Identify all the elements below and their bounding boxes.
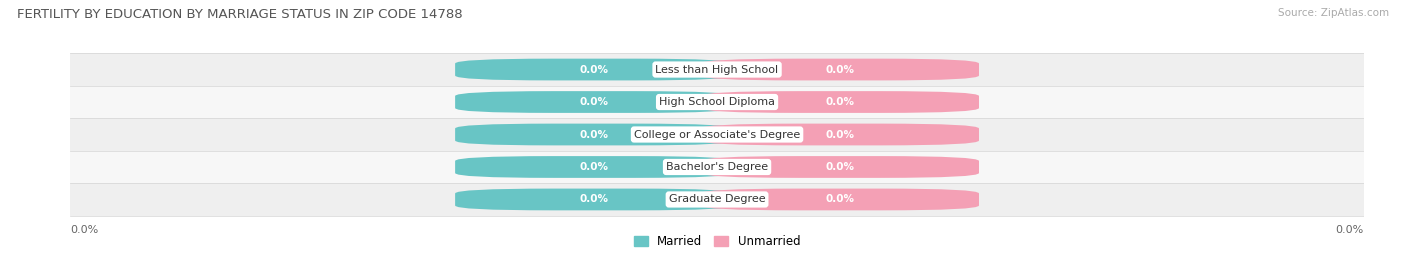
Text: 0.0%: 0.0% [825, 65, 855, 75]
Text: 0.0%: 0.0% [1336, 225, 1364, 235]
Text: 0.0%: 0.0% [579, 129, 609, 140]
Text: 0.0%: 0.0% [70, 225, 98, 235]
Text: 0.0%: 0.0% [579, 65, 609, 75]
Text: Source: ZipAtlas.com: Source: ZipAtlas.com [1278, 8, 1389, 18]
FancyBboxPatch shape [456, 156, 734, 178]
FancyBboxPatch shape [700, 189, 979, 210]
Text: Less than High School: Less than High School [655, 65, 779, 75]
FancyBboxPatch shape [700, 59, 979, 80]
FancyBboxPatch shape [456, 59, 734, 80]
Text: 0.0%: 0.0% [825, 162, 855, 172]
FancyBboxPatch shape [700, 156, 979, 178]
Text: 0.0%: 0.0% [825, 194, 855, 204]
Bar [70, 86, 1364, 118]
Bar [70, 53, 1364, 86]
Text: 0.0%: 0.0% [579, 97, 609, 107]
Text: High School Diploma: High School Diploma [659, 97, 775, 107]
FancyBboxPatch shape [700, 124, 979, 145]
Legend: Married, Unmarried: Married, Unmarried [628, 230, 806, 253]
Text: Bachelor's Degree: Bachelor's Degree [666, 162, 768, 172]
Text: 0.0%: 0.0% [825, 97, 855, 107]
FancyBboxPatch shape [456, 124, 734, 145]
Text: 0.0%: 0.0% [825, 129, 855, 140]
Text: Graduate Degree: Graduate Degree [669, 194, 765, 204]
FancyBboxPatch shape [456, 189, 734, 210]
FancyBboxPatch shape [456, 91, 734, 113]
Text: 0.0%: 0.0% [579, 162, 609, 172]
FancyBboxPatch shape [700, 91, 979, 113]
Text: FERTILITY BY EDUCATION BY MARRIAGE STATUS IN ZIP CODE 14788: FERTILITY BY EDUCATION BY MARRIAGE STATU… [17, 8, 463, 21]
Text: College or Associate's Degree: College or Associate's Degree [634, 129, 800, 140]
Bar [70, 183, 1364, 216]
Bar [70, 151, 1364, 183]
Bar [70, 118, 1364, 151]
Text: 0.0%: 0.0% [579, 194, 609, 204]
